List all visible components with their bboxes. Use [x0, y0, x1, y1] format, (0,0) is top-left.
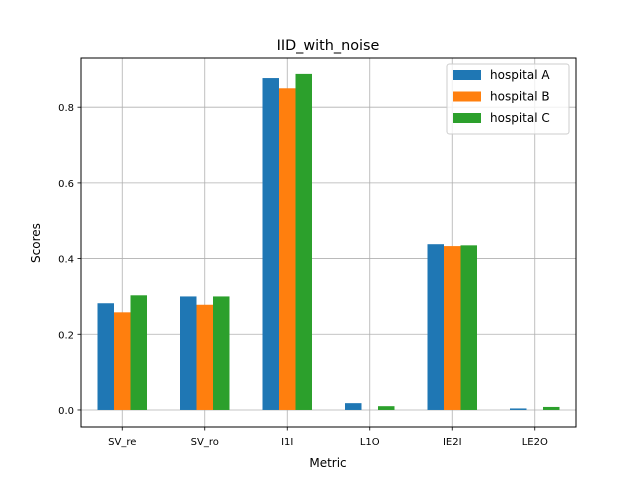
bar	[378, 406, 395, 410]
bar	[279, 88, 296, 410]
bars	[97, 73, 560, 410]
legend-swatch	[453, 91, 481, 102]
bar	[460, 245, 477, 410]
x-tick-label: L1O	[360, 437, 380, 448]
bar	[543, 406, 560, 410]
bar	[444, 246, 461, 410]
legend: hospital A hospital B hospital C	[446, 63, 570, 135]
chart-title: IID_with_noise	[277, 38, 380, 54]
legend-swatch	[453, 70, 481, 80]
bar	[295, 73, 312, 410]
bar	[262, 78, 279, 410]
legend-label: hospital A	[490, 68, 550, 82]
y-tick-label: 0.2	[58, 330, 74, 341]
legend-swatch	[453, 113, 481, 123]
bar	[130, 295, 147, 410]
x-axis-label: Metric	[309, 456, 346, 470]
legend-label: hospital C	[490, 111, 550, 125]
y-tick-label: 0.8	[58, 103, 74, 114]
bar	[427, 244, 444, 410]
legend-label: hospital B	[490, 90, 550, 104]
bar	[180, 296, 197, 410]
plot-frame	[80, 57, 577, 428]
x-tick-label: SV_ro	[191, 437, 219, 448]
bar	[213, 296, 230, 410]
x-tick-label: SV_re	[108, 437, 136, 448]
y-axis-label: Scores	[29, 223, 43, 263]
bar	[510, 408, 527, 410]
x-tick-label: LE2O	[522, 437, 548, 448]
y-tick-label: 0.6	[58, 179, 74, 190]
y-ticks: 0.0 0.2 0.4 0.6 0.8	[58, 103, 81, 417]
x-ticks: SV_re SV_ro I1I L1O IE2I LE2O	[108, 427, 548, 448]
bar	[114, 312, 131, 410]
bar	[97, 303, 114, 410]
x-tick-label: IE2I	[443, 437, 462, 448]
x-tick-label: I1I	[281, 437, 293, 448]
bar	[196, 304, 213, 410]
bar	[345, 403, 362, 410]
y-tick-label: 0.0	[58, 406, 74, 417]
y-tick-label: 0.4	[58, 255, 74, 266]
